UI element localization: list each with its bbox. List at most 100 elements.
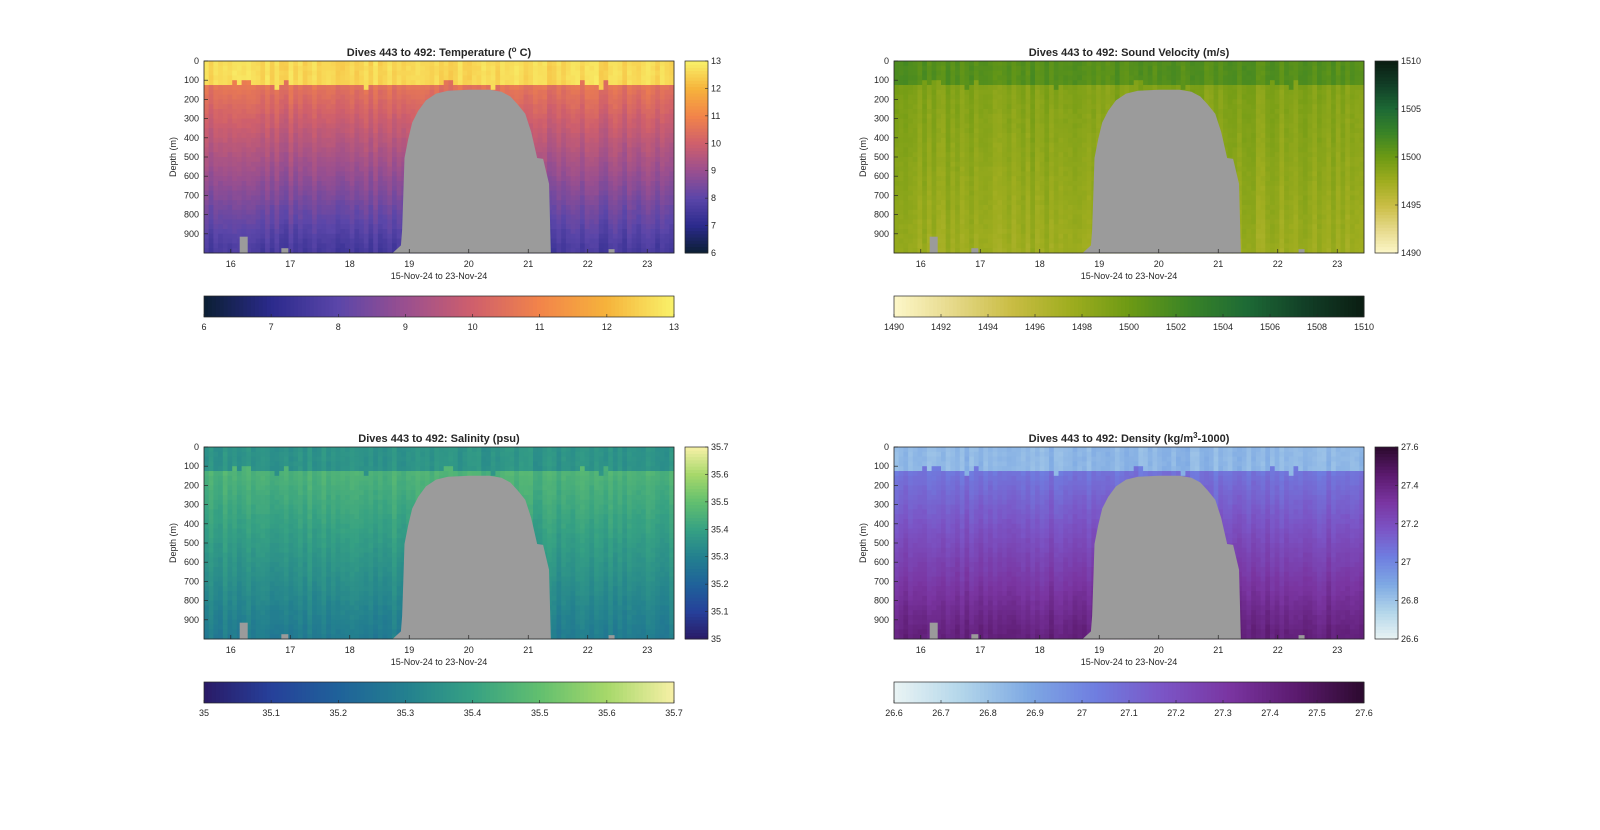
colorbar-segment — [1281, 296, 1287, 317]
colorbar-segment — [685, 73, 708, 78]
colorbar-segment — [1375, 501, 1398, 506]
colorbar-segment — [1375, 240, 1398, 244]
colorbar-segment — [1375, 623, 1398, 627]
colorbar-segment — [1375, 112, 1398, 116]
colorbar-segment — [638, 296, 644, 317]
colorbar-segment — [540, 296, 546, 317]
colorbar-segment — [1129, 296, 1134, 317]
y-tick-label: 600 — [184, 171, 199, 181]
colorbar-segment — [1375, 610, 1398, 614]
colorbar-segment — [325, 296, 330, 317]
colorbar-segment — [1199, 682, 1204, 703]
colorbar-segment — [1121, 682, 1126, 703]
colorbar-segment — [685, 166, 708, 171]
colorbar-segment — [317, 682, 322, 703]
panel-sound_velocity: Dives 443 to 492: Sound Velocity (m/s) 0 1… — [858, 47, 1421, 332]
colorbar-segment — [1101, 296, 1106, 317]
nodata-region — [239, 622, 248, 639]
colorbar-segment — [968, 296, 973, 317]
colorbar-segment — [1273, 682, 1279, 703]
colorbar-segment — [685, 185, 708, 190]
colorbar-segment — [933, 296, 938, 317]
colorbar-segment — [274, 296, 279, 317]
colorbar-segment — [411, 296, 416, 317]
y-tick-label: 100 — [184, 461, 199, 471]
colorbar-segment — [556, 682, 561, 703]
colorbar-box — [684, 60, 709, 254]
colorbar-segment — [1375, 77, 1398, 81]
colorbar-segment — [685, 201, 708, 206]
heatmap-cells — [204, 61, 675, 254]
colorbar-segment — [1160, 682, 1165, 703]
colorbar-segment — [685, 230, 708, 235]
colorbar-segment — [1375, 491, 1398, 496]
colorbar-tick-label: 6 — [711, 248, 716, 258]
colorbar-segment — [1097, 296, 1103, 317]
colorbar-segment — [1215, 682, 1220, 703]
colorbar-segment — [685, 504, 708, 509]
colorbar-segment — [1375, 584, 1398, 589]
colorbar-segment — [305, 682, 311, 703]
colorbar-segment — [1309, 682, 1314, 703]
colorbar-segment — [1356, 682, 1361, 703]
colorbar-segment — [685, 121, 708, 126]
colorbar-segment — [1223, 296, 1228, 317]
colorbar-segment — [1050, 682, 1056, 703]
colorbar-segment — [1309, 296, 1314, 317]
colorbar-segment — [258, 296, 264, 317]
colorbar-segment — [403, 296, 409, 317]
colorbar-segment — [897, 682, 903, 703]
colorbar-segment — [1007, 296, 1012, 317]
colorbar-segment — [298, 296, 303, 317]
colorbar-segment — [685, 118, 708, 123]
colorbar-tick-label: 35.2 — [711, 579, 729, 589]
colorbar-box — [684, 446, 709, 640]
colorbar-segment — [450, 296, 456, 317]
colorbar-tick-label: 27.2 — [1401, 519, 1419, 529]
colorbar-segment — [517, 296, 522, 317]
colorbar-segment — [501, 296, 507, 317]
colorbar-segment — [1375, 115, 1398, 120]
colorbar-segment — [685, 102, 708, 107]
colorbar-segment — [1375, 530, 1398, 534]
colorbar-segment — [650, 682, 655, 703]
colorbar-segment — [309, 682, 315, 703]
colorbar-segment — [1324, 296, 1330, 317]
colorbar-segment — [278, 682, 283, 703]
colorbar-segment — [685, 150, 708, 155]
x-tick-label: 18 — [345, 259, 355, 269]
colorbar-segment — [1266, 296, 1271, 317]
colorbar-segment — [1375, 504, 1398, 509]
x-tick-label: 17 — [975, 645, 985, 655]
colorbar-segment — [1375, 565, 1398, 570]
colorbar-segment — [685, 99, 708, 104]
colorbar-segment — [1172, 296, 1177, 317]
colorbar-tick-label: 1508 — [1307, 322, 1327, 332]
colorbar-tick-label: 12 — [602, 322, 612, 332]
colorbar-segment — [466, 682, 471, 703]
x-tick-label: 21 — [523, 259, 533, 269]
x-axis-label: 15-Nov-24 to 23-Nov-24 — [391, 271, 488, 281]
x-tick-label: 19 — [404, 259, 414, 269]
colorbar-segment — [685, 536, 708, 541]
colorbar-segment — [1199, 296, 1204, 317]
colorbar-segment — [1375, 86, 1398, 91]
colorbar-segment — [685, 520, 708, 525]
colorbar-segment — [1015, 296, 1020, 317]
y-tick-label: 700 — [874, 190, 889, 200]
colorbar-segment — [243, 296, 248, 317]
y-tick-label: 200 — [184, 94, 199, 104]
colorbar-segment — [1035, 682, 1040, 703]
colorbar-segment — [615, 682, 620, 703]
colorbar-segment — [976, 682, 981, 703]
colorbar-tick-label: 1504 — [1213, 322, 1233, 332]
colorbar-segment — [1183, 682, 1189, 703]
colorbar-segment — [599, 682, 604, 703]
colorbar-tick-label: 35.1 — [262, 708, 280, 718]
colorbar-segment — [1050, 296, 1056, 317]
colorbar-segment — [685, 584, 708, 589]
colorbar-segment — [1375, 176, 1398, 180]
colorbar-segment — [921, 296, 926, 317]
colorbar-segment — [619, 682, 624, 703]
colorbar-segment — [1062, 682, 1067, 703]
